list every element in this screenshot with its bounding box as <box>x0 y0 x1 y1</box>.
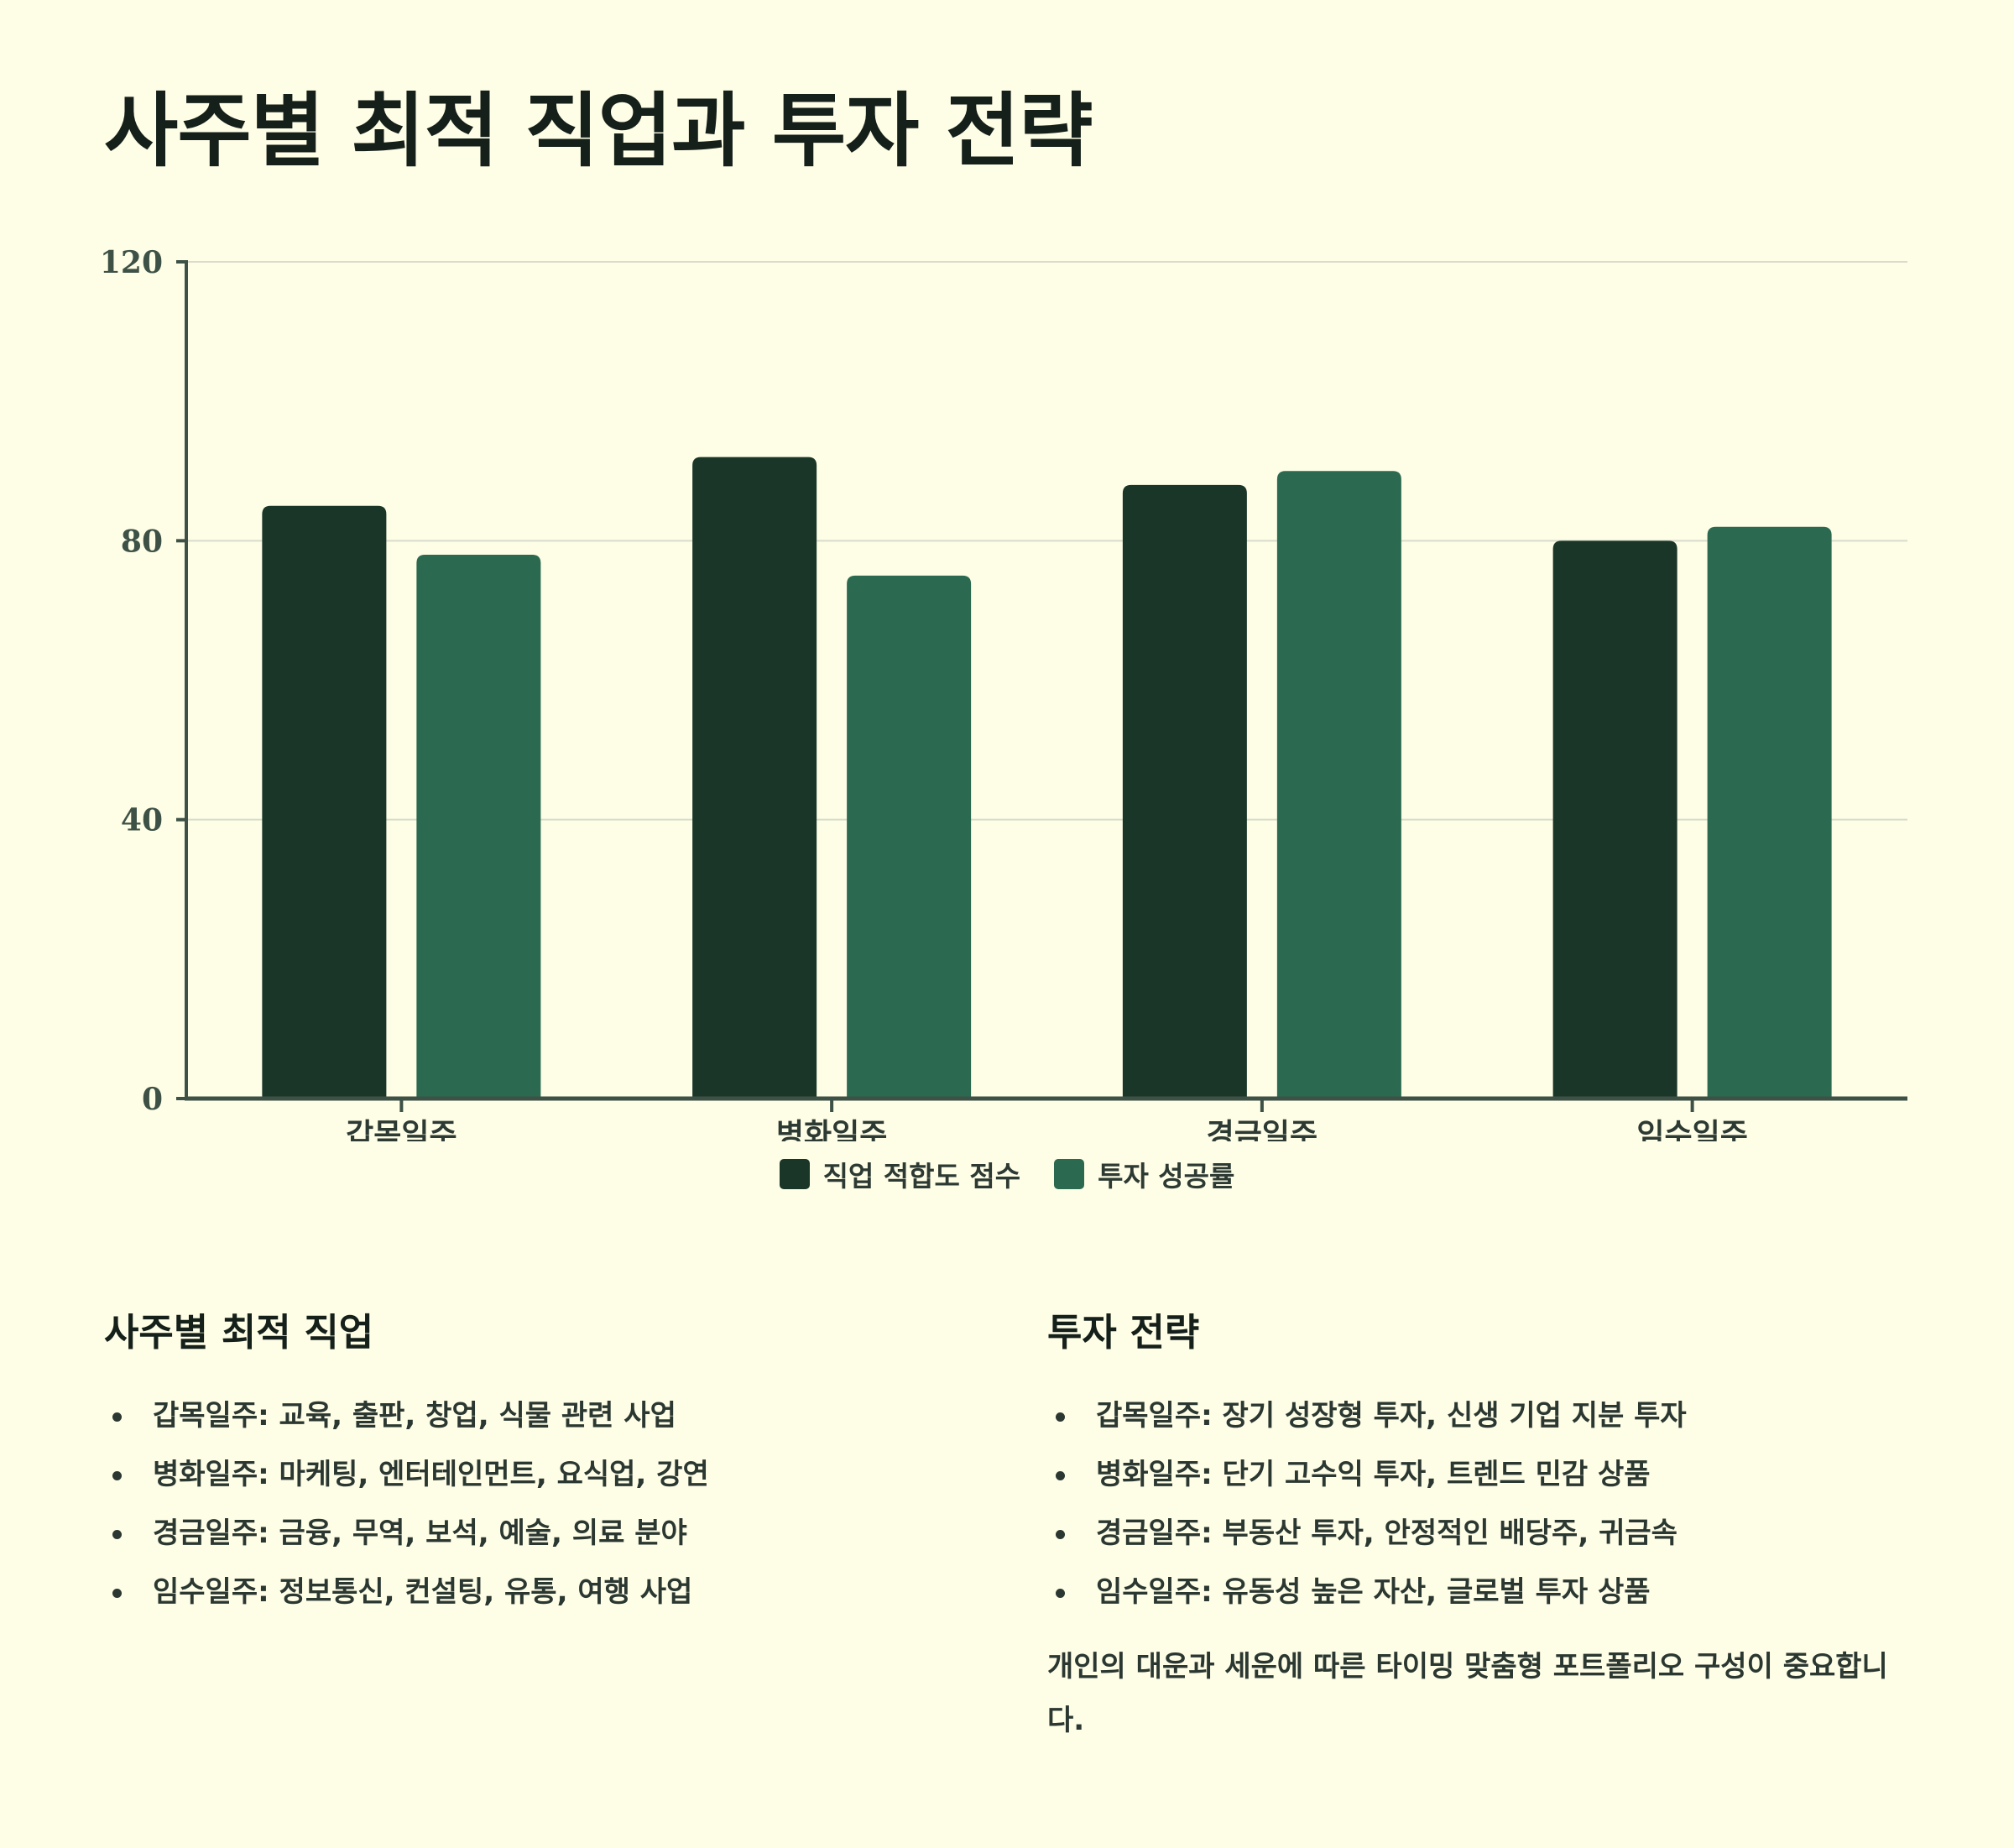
y-tick-label: 40 <box>121 803 163 838</box>
x-tick-label: 병화일주 <box>776 1118 887 1141</box>
investment-list: 갑목일주: 장기 성장형 투자, 신생 기업 지분 투자 병화일주: 단기 고수… <box>1047 1386 1920 1621</box>
bar-investment-success <box>416 554 541 1099</box>
bar-chart: 0 40 80 120 갑목일주 병화일주 경금일주 임수일주 <box>100 245 1907 1141</box>
legend-label-investment-success: 투자 성공률 <box>1098 1160 1235 1193</box>
y-tick-label: 0 <box>142 1082 163 1117</box>
x-tick-label: 경금일주 <box>1207 1118 1317 1141</box>
investment-note: 개인의 대운과 세운에 따른 타이밍 맞춤형 포트폴리오 구성이 중요합니다. <box>1047 1650 1888 1737</box>
legend-swatch-career-score <box>779 1159 810 1189</box>
bar-investment-success <box>1707 526 1832 1099</box>
careers-list-item: 경금일주: 금융, 무역, 보석, 예술, 의료 분야 <box>104 1504 977 1563</box>
chart-legend: 직업 적합도 점수 투자 성공률 <box>0 1154 2014 1194</box>
careers-list-item: 임수일주: 정보통신, 컨설팅, 유통, 여행 사업 <box>104 1563 977 1621</box>
investment-list-item: 갑목일주: 장기 성장형 투자, 신생 기업 지분 투자 <box>1047 1386 1920 1445</box>
bar-career-score <box>262 505 387 1099</box>
bar-career-score <box>1122 484 1247 1099</box>
bar-investment-success <box>847 575 972 1099</box>
legend-item-career-score: 직업 적합도 점수 <box>779 1154 1021 1194</box>
x-tick-label: 임수일주 <box>1636 1118 1747 1141</box>
careers-section: 사주별 최적 직업 갑목일주: 교육, 출판, 창업, 식물 관련 사업 병화일… <box>104 1302 977 1621</box>
investment-section: 투자 전략 갑목일주: 장기 성장형 투자, 신생 기업 지분 투자 병화일주:… <box>1047 1302 1920 1747</box>
x-tick-label: 갑목일주 <box>346 1118 457 1141</box>
bar-career-score <box>692 457 817 1099</box>
careers-list-item: 병화일주: 마케팅, 엔터테인먼트, 요식업, 강연 <box>104 1445 977 1504</box>
investment-heading: 투자 전략 <box>1047 1310 1200 1355</box>
y-tick-label: 80 <box>121 524 163 559</box>
investment-list-item: 임수일주: 유동성 높은 자산, 글로벌 투자 상품 <box>1047 1563 1920 1621</box>
y-tick-label: 120 <box>100 245 163 280</box>
page-title: 사주별 최적 직업과 투자 전략 <box>104 84 1093 178</box>
careers-list-item: 갑목일주: 교육, 출판, 창업, 식물 관련 사업 <box>104 1386 977 1445</box>
careers-list: 갑목일주: 교육, 출판, 창업, 식물 관련 사업 병화일주: 마케팅, 엔터… <box>104 1386 977 1621</box>
investment-list-item: 경금일주: 부동산 투자, 안정적인 배당주, 귀금속 <box>1047 1504 1920 1563</box>
bar-investment-success <box>1276 471 1401 1099</box>
careers-heading: 사주별 최적 직업 <box>104 1310 374 1355</box>
investment-list-item: 병화일주: 단기 고수익 투자, 트렌드 민감 상품 <box>1047 1445 1920 1504</box>
legend-label-career-score: 직업 적합도 점수 <box>822 1160 1021 1193</box>
legend-swatch-investment-success <box>1054 1159 1085 1189</box>
bar-career-score <box>1552 540 1677 1099</box>
legend-item-investment-success: 투자 성공률 <box>1054 1154 1234 1194</box>
